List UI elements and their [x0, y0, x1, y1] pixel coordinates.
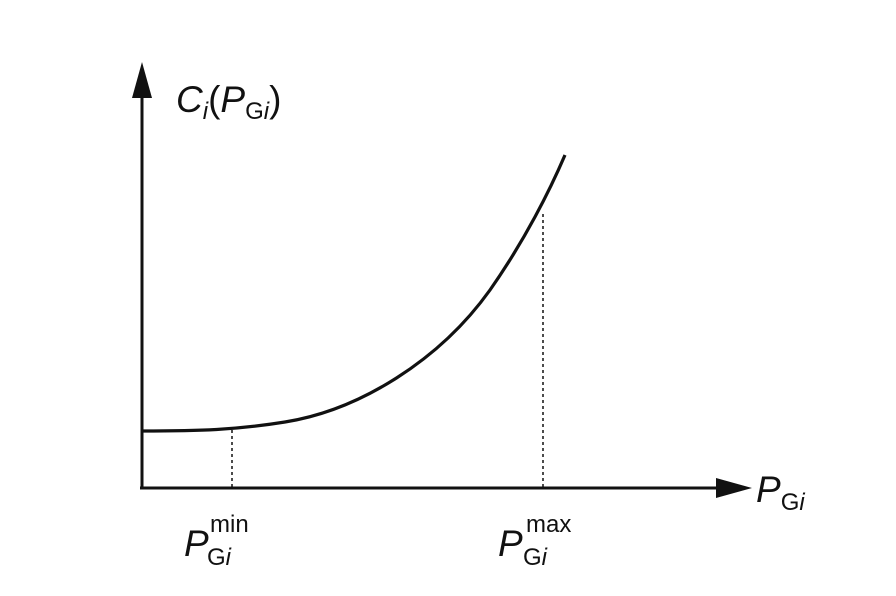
- min-label-main: P: [184, 523, 209, 564]
- x-axis-arrowhead: [716, 478, 752, 498]
- min-marker-sup: min: [210, 511, 249, 538]
- y-label-inner-main: P: [220, 79, 245, 120]
- min-sub-i: i: [226, 544, 232, 571]
- max-marker-label: P: [498, 523, 523, 564]
- y-label-inner-sub-g: G: [245, 98, 264, 125]
- y-label-main: C: [176, 79, 203, 120]
- max-marker-sub: Gi: [523, 544, 548, 571]
- max-label-main: P: [498, 523, 523, 564]
- max-sub-i: i: [542, 544, 548, 571]
- x-axis-label: PGi: [756, 469, 805, 516]
- max-sub-g: G: [523, 544, 542, 571]
- x-label-main: P: [756, 469, 781, 510]
- y-label-sub: i: [203, 98, 209, 125]
- max-marker-sup: max: [526, 511, 571, 538]
- cost-curve: [141, 154, 567, 433]
- y-axis-arrowhead: [132, 62, 152, 98]
- y-axis-label: Ci(PGi): [176, 79, 281, 125]
- min-marker-label: P: [184, 523, 209, 564]
- y-label-paren-open: (: [208, 79, 221, 120]
- min-sub-g: G: [207, 544, 226, 571]
- x-label-sub-g: G: [781, 489, 800, 516]
- x-label-sub-i: i: [799, 489, 805, 516]
- min-marker-sub: Gi: [207, 544, 232, 571]
- y-label-paren-close: ): [269, 79, 281, 120]
- y-label-inner-sub-i: i: [264, 98, 270, 125]
